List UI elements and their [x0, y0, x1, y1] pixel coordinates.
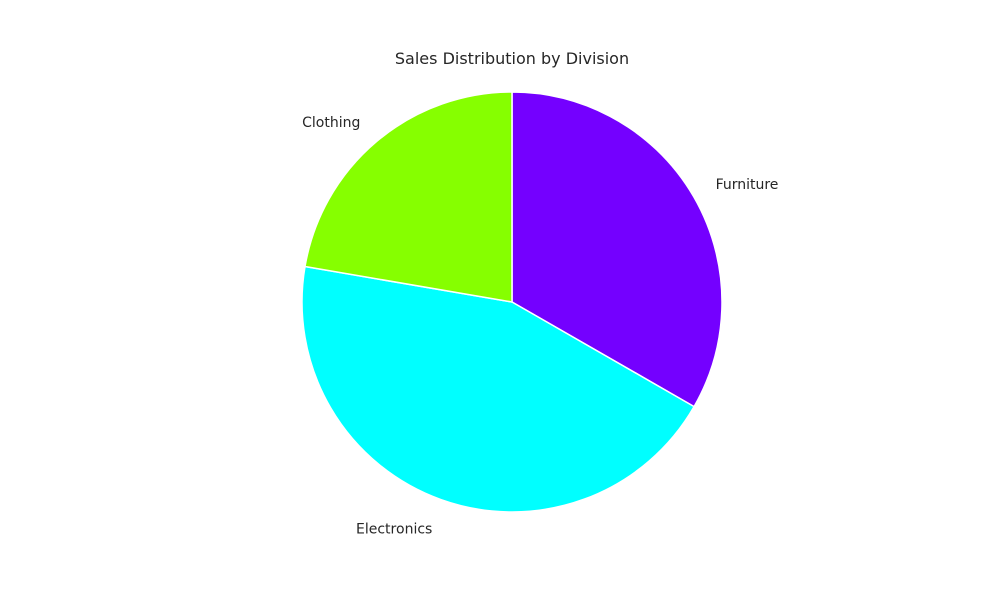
pie-slice-clothing	[304, 91, 513, 303]
pie-labels: Furniture Electronics Clothing	[302, 115, 778, 537]
pie-slice-furniture	[511, 91, 723, 408]
pie-slices	[301, 91, 723, 513]
slice-label-furniture: Furniture	[716, 177, 779, 193]
chart-title: Sales Distribution by Division	[395, 49, 629, 68]
slice-label-clothing: Clothing	[302, 115, 360, 131]
pie-slice-electronics	[301, 265, 696, 513]
slice-label-electronics: Electronics	[356, 521, 432, 537]
